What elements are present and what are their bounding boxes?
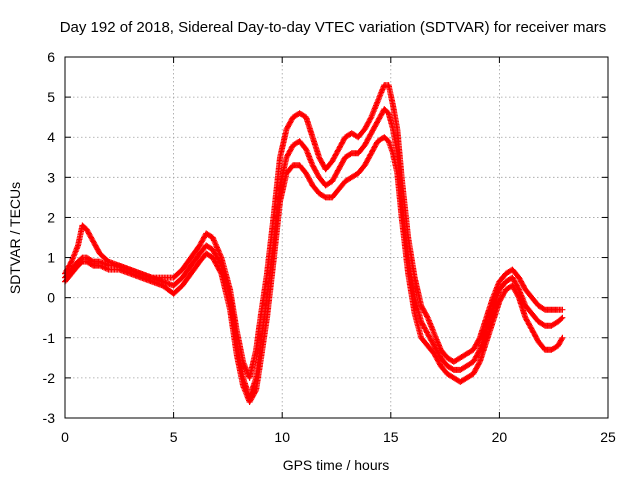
x-tick-label: 10: [274, 429, 290, 445]
y-axis-title: SDTVAR / TECUs: [7, 182, 23, 294]
series-middle: [62, 106, 566, 401]
x-tick-label: 15: [383, 429, 399, 445]
chart-title: Day 192 of 2018, Sidereal Day-to-day VTE…: [60, 19, 607, 36]
x-tick-label: 5: [170, 429, 178, 445]
series-markers: [62, 106, 566, 401]
y-tick-label: 4: [47, 129, 55, 145]
x-tick-label: 20: [492, 429, 508, 445]
x-tick-labels: 0 5 10 15 20 25: [61, 429, 616, 445]
x-tick-label: 0: [61, 429, 69, 445]
x-axis-title: GPS time / hours: [283, 457, 390, 473]
plot-frame: [64, 56, 609, 419]
grid-lines: [65, 57, 608, 418]
series-lower: [62, 134, 566, 405]
y-tick-label: 1: [47, 250, 55, 266]
y-tick-label: 0: [47, 290, 55, 306]
series-markers: [62, 134, 566, 405]
y-tick-label: -3: [43, 410, 56, 426]
y-tick-label: 2: [47, 209, 55, 225]
axis-ticks: [64, 56, 609, 419]
x-tick-label: 25: [600, 429, 616, 445]
data-points: [62, 82, 566, 405]
y-tick-label: 3: [47, 169, 55, 185]
y-tick-labels: -3 -2 -1 0 1 2 3 4 5 6: [43, 49, 56, 426]
y-tick-label: 5: [47, 89, 55, 105]
y-tick-label: -2: [43, 370, 56, 386]
y-tick-label: -1: [43, 330, 56, 346]
y-tick-label: 6: [47, 49, 55, 65]
